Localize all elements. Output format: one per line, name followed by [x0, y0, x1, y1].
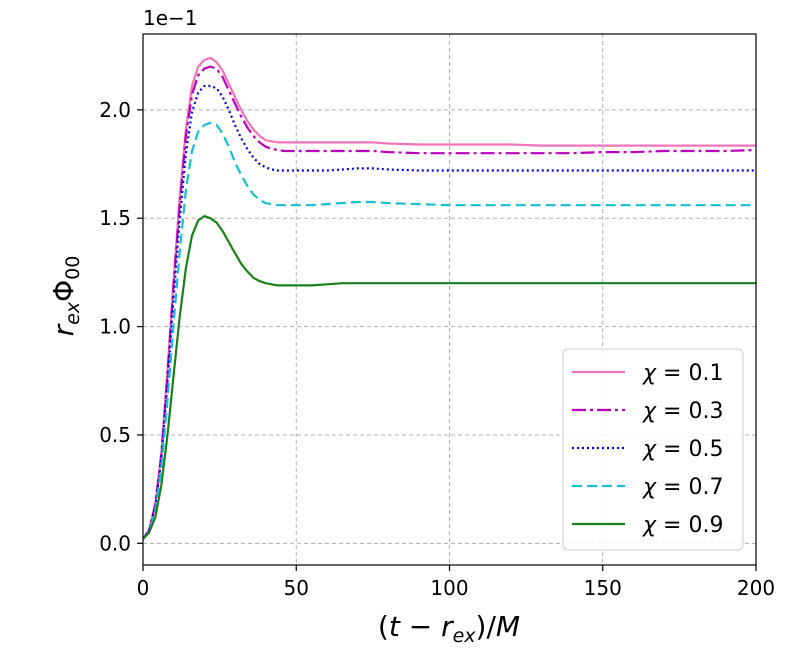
legend-entry-2: χ = 0.5	[642, 437, 723, 462]
legend-box	[562, 348, 744, 551]
y-label-phi: Φ	[47, 280, 80, 302]
series-line-4	[143, 215, 756, 540]
y-tick-label-2: 1.0	[99, 315, 131, 339]
x-tick-label-2: 100	[430, 576, 468, 600]
y-tick-label-3: 1.5	[99, 206, 131, 230]
x-label-sub: ex	[453, 625, 477, 647]
y-tick-label-1: 0.5	[99, 423, 131, 447]
x-tick-label-1: 50	[284, 576, 309, 600]
legend-entry-4: χ = 0.9	[642, 513, 723, 538]
legend-entry-3: χ = 0.7	[642, 475, 723, 500]
y-axis-label: rexΦ00	[47, 256, 84, 337]
legend-entry-0: χ = 0.1	[642, 361, 723, 386]
legend: χ = 0.1 χ = 0.3 χ = 0.5 χ = 0.7 χ = 0.9	[562, 348, 744, 551]
x-tick-label-3: 150	[584, 576, 622, 600]
x-label-open: (	[378, 610, 389, 643]
x-label-minus: −	[400, 610, 441, 643]
y-tick-label-0: 0.0	[99, 531, 131, 555]
y-label-sub2: 00	[62, 256, 84, 280]
x-label-m: M	[496, 610, 520, 643]
axis-ticks: 0 50 100 150 200 0.0 0.5 1.0 1.5 2.0	[99, 98, 775, 600]
x-label-close: )/	[476, 610, 497, 643]
y-tick-label-4: 2.0	[99, 98, 131, 122]
y-label-r: r	[47, 323, 80, 336]
legend-entry-1: χ = 0.3	[642, 399, 723, 424]
x-tick-label-4: 200	[737, 576, 775, 600]
x-axis-label: (t − rex)/M	[378, 610, 520, 647]
x-label-r: r	[441, 610, 454, 643]
x-tick-label-0: 0	[137, 576, 150, 600]
series-layer	[143, 56, 756, 540]
series-line-1	[143, 65, 756, 540]
y-label-sub: ex	[62, 301, 84, 325]
x-label-t: t	[389, 610, 401, 643]
y-offset-text: 1e−1	[143, 6, 198, 30]
series-line-2	[143, 84, 756, 540]
series-line-3	[143, 121, 756, 540]
